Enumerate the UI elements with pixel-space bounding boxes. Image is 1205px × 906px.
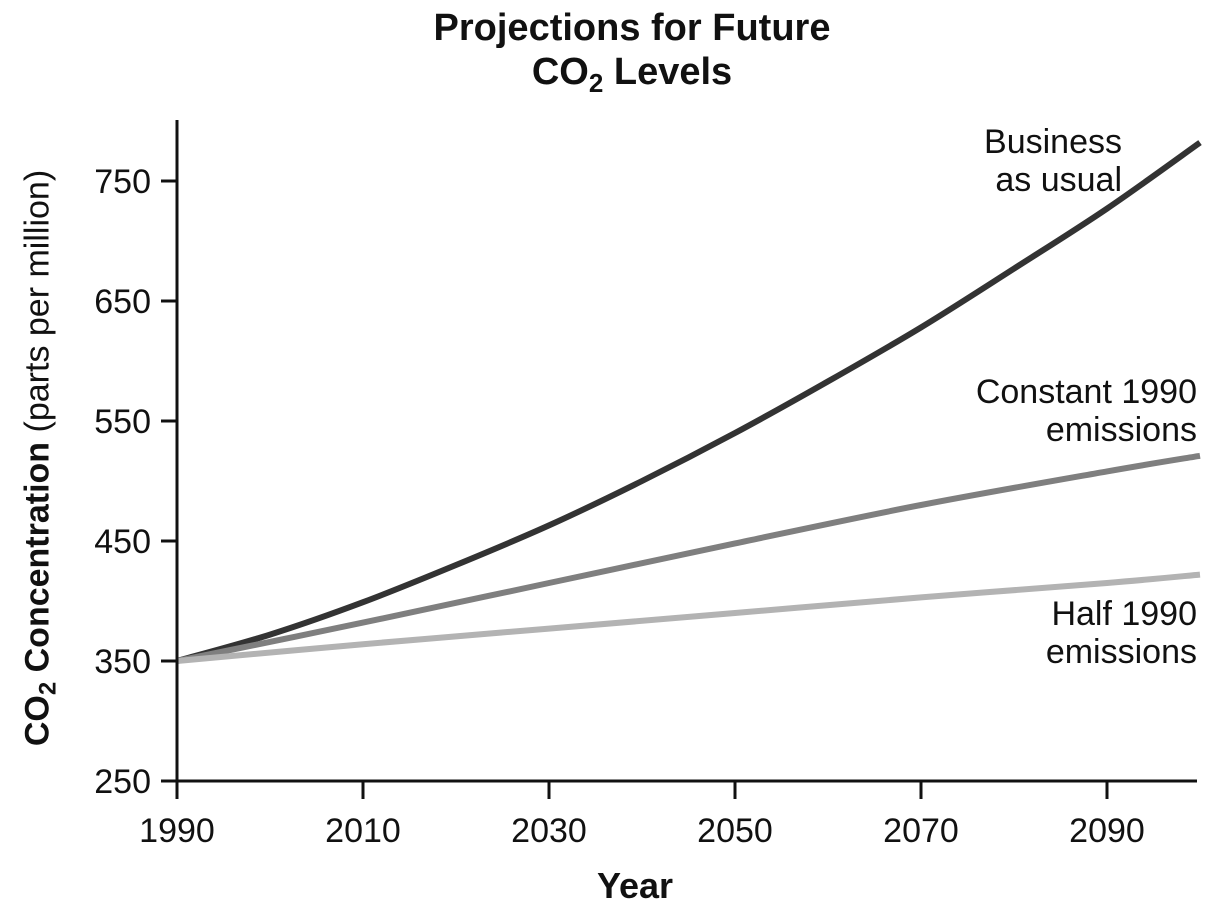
y-axis-label: CO2 Concentration (parts per million) bbox=[18, 169, 62, 747]
y-tick-label: 350 bbox=[94, 643, 151, 681]
series-line-1 bbox=[176, 452, 1201, 664]
y-axis-label-subscript: 2 bbox=[34, 681, 62, 696]
series-label-constant-1990: Constant 1990 emissions bbox=[976, 373, 1197, 449]
y-axis-label-prefix: CO bbox=[18, 695, 57, 747]
series-label-line: emissions bbox=[1045, 633, 1197, 671]
y-axis-label-suffix: Concentration bbox=[18, 441, 57, 682]
chart-title-line2-prefix: CO bbox=[531, 51, 589, 93]
x-axis-label: Year bbox=[596, 865, 674, 906]
series-label-line: Business bbox=[984, 123, 1122, 161]
series-line-0 bbox=[176, 140, 1202, 664]
series-layer bbox=[176, 140, 1202, 664]
series-label-half-1990: Half 1990 emissions bbox=[1046, 595, 1197, 671]
y-tick-label: 650 bbox=[94, 283, 151, 321]
y-tick-label: 750 bbox=[94, 163, 151, 201]
x-tick-label: 2010 bbox=[325, 812, 401, 850]
chart-title-line2-suffix: Levels bbox=[603, 51, 733, 93]
axes-layer: 250 350 450 550 650 750 1990 2010 2030 2050 2070 20… bbox=[94, 120, 1197, 850]
y-tick-label: 450 bbox=[94, 523, 151, 561]
x-tick-label: 2090 bbox=[1069, 812, 1145, 850]
y-tick-label: 250 bbox=[94, 763, 151, 801]
series-label-line: emissions bbox=[1045, 411, 1197, 449]
series-label-line: Constant 1990 bbox=[975, 373, 1197, 411]
chart-title: Projections for Future CO2 Levels bbox=[382, 6, 882, 96]
x-tick-label: 2070 bbox=[883, 812, 959, 850]
x-tick-label: 1990 bbox=[139, 812, 215, 850]
y-axis-label-bold: CO2 Concentration bbox=[18, 441, 62, 747]
series-label-line: Half 1990 bbox=[1051, 595, 1197, 633]
y-tick-label: 550 bbox=[94, 403, 151, 441]
x-tick-label: 2030 bbox=[511, 812, 587, 850]
y-axis-label-units: (parts per million) bbox=[18, 169, 57, 442]
chart-title-line2: CO2 Levels bbox=[382, 50, 882, 96]
series-label-line: as usual bbox=[995, 161, 1122, 199]
chart-title-line1: Projections for Future bbox=[433, 7, 831, 49]
x-tick-label: 2050 bbox=[697, 812, 773, 850]
series-line-2 bbox=[176, 571, 1201, 664]
series-label-business-as-usual: Business as usual bbox=[984, 123, 1122, 199]
chart-title-subscript: 2 bbox=[588, 68, 604, 98]
